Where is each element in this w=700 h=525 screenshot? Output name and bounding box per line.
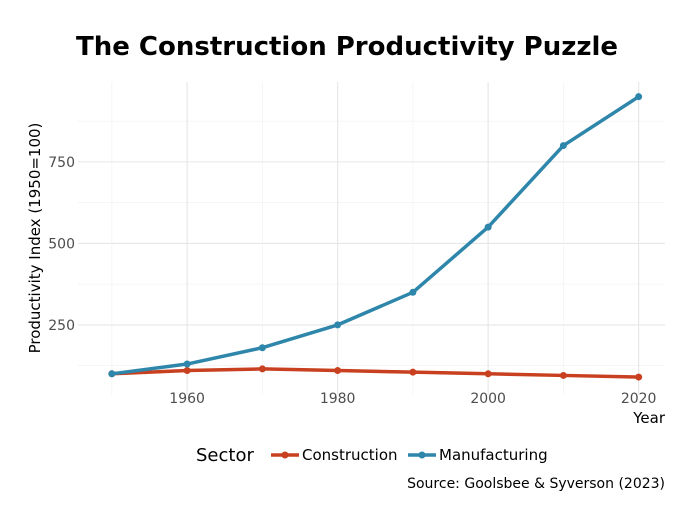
data-point-manufacturing — [635, 93, 643, 101]
x-tick-label: 2000 — [470, 391, 506, 407]
data-point-manufacturing — [258, 344, 266, 352]
data-point-construction — [559, 371, 567, 379]
legend-title: Sector — [196, 445, 254, 466]
data-point-construction — [334, 367, 342, 375]
x-tick-label: 1960 — [169, 391, 205, 407]
legend: Sector Construction Manufacturing — [196, 445, 548, 466]
y-axis-label: Productivity Index (1950=100) — [26, 123, 44, 354]
data-point-construction — [183, 367, 191, 375]
x-tick-label: 2020 — [621, 391, 657, 407]
data-point-manufacturing — [484, 223, 492, 231]
x-axis-label: Year — [632, 409, 666, 427]
data-point-construction — [258, 365, 266, 373]
y-tick-label: 500 — [48, 236, 75, 252]
x-tick-label: 1980 — [320, 391, 356, 407]
data-point-construction — [484, 370, 492, 378]
caption: Source: Goolsbee & Syverson (2023) — [407, 476, 665, 492]
data-point-manufacturing — [409, 288, 417, 296]
legend-key-point — [281, 451, 289, 459]
y-tick-label: 750 — [48, 155, 75, 171]
data-point-manufacturing — [108, 370, 116, 378]
data-point-construction — [635, 373, 643, 381]
legend-label: Manufacturing — [439, 446, 548, 464]
data-point-construction — [409, 368, 417, 376]
legend-key-point — [418, 451, 426, 459]
y-tick-label: 250 — [48, 318, 75, 334]
legend-label: Construction — [302, 446, 398, 464]
series-line-manufacturing — [111, 95, 640, 376]
data-point-manufacturing — [559, 142, 567, 150]
series-line-construction — [111, 367, 639, 379]
data-point-manufacturing — [183, 360, 191, 368]
chart-title: The Construction Productivity Puzzle — [76, 32, 618, 62]
data-point-manufacturing — [334, 321, 342, 329]
